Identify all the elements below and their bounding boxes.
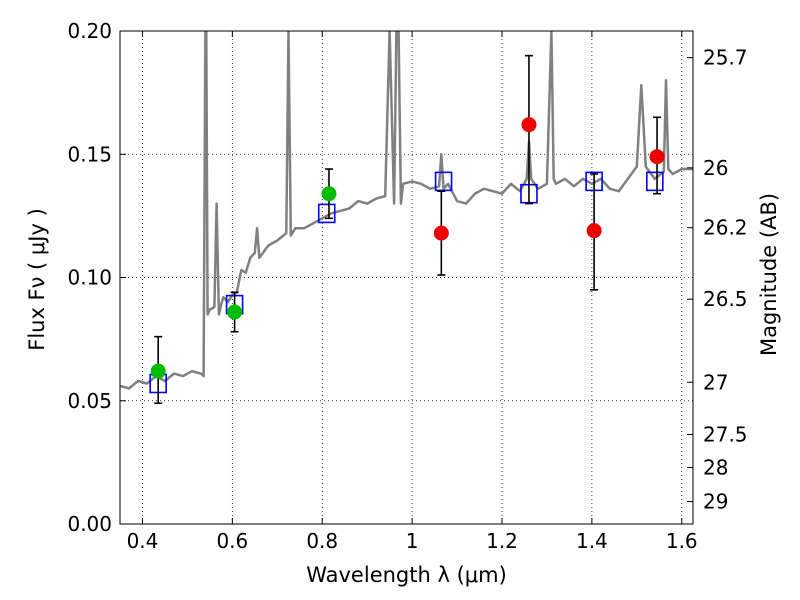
y2-tick-label: 26 <box>703 156 728 180</box>
x-tick-label: 0.6 <box>216 529 248 553</box>
y-axis-label: Flux Fν ( μJy ) <box>25 208 49 351</box>
model-photometry-square <box>434 171 453 192</box>
y2-tick-label: 26.2 <box>703 216 748 240</box>
x-tick-label: 0.4 <box>127 529 159 553</box>
x-tick-label: 0.8 <box>306 529 338 553</box>
y-tick-label: 0.00 <box>67 512 112 536</box>
observed-flux-point <box>433 225 449 241</box>
observed-flux-point <box>586 223 602 239</box>
y2-axis-label: Magnitude (AB) <box>757 193 781 356</box>
observed-flux-point <box>321 186 337 202</box>
y2-tick-label: 29 <box>703 490 728 514</box>
observed-flux-point <box>227 304 243 320</box>
y2-tick-label: 25.7 <box>703 46 748 70</box>
x-tick-label: 1.6 <box>666 529 698 553</box>
y-tick-label: 0.15 <box>67 142 112 166</box>
observed-flux-point <box>649 149 665 165</box>
x-axis-label: Wavelength λ (μm) <box>306 563 507 587</box>
observed-flux-point <box>521 117 537 133</box>
y2-tick-label: 27.5 <box>703 423 748 447</box>
observed-flux-point <box>150 363 166 379</box>
x-tick-label: 1.2 <box>486 529 518 553</box>
y2-tick-label: 26.5 <box>703 287 748 311</box>
y-tick-label: 0.05 <box>67 389 112 413</box>
model-photometry-square <box>645 171 664 192</box>
plot-area <box>120 31 693 405</box>
spectrum-line <box>120 31 693 390</box>
ticks: 0.4 0.6 0.8 1 1.2 1.4 1.6 0.00 0.05 0.10 0.15 0.20 2… <box>67 19 747 553</box>
x-tick-label: 1 <box>406 529 419 553</box>
y2-tick-label: 28 <box>703 456 728 480</box>
x-tick-label: 1.4 <box>576 529 608 553</box>
model-photometry-square <box>317 203 336 224</box>
y-tick-label: 0.10 <box>67 266 112 290</box>
y-tick-label: 0.20 <box>67 19 112 43</box>
y2-tick-label: 27 <box>703 370 728 394</box>
